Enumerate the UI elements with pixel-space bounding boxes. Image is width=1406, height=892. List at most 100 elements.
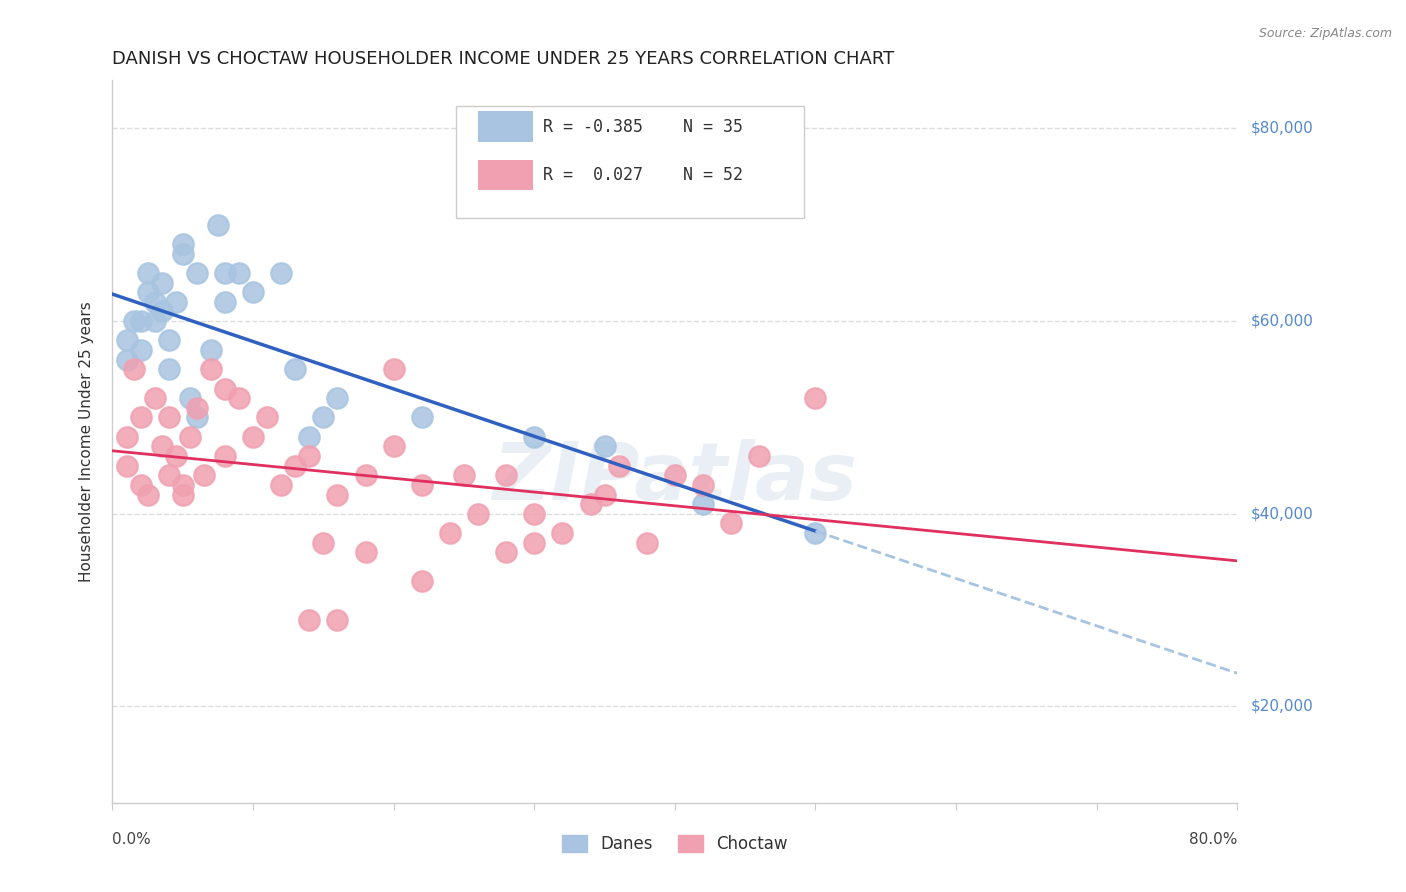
Text: R =  0.027    N = 52: R = 0.027 N = 52 xyxy=(543,166,744,184)
Y-axis label: Householder Income Under 25 years: Householder Income Under 25 years xyxy=(79,301,94,582)
Text: DANISH VS CHOCTAW HOUSEHOLDER INCOME UNDER 25 YEARS CORRELATION CHART: DANISH VS CHOCTAW HOUSEHOLDER INCOME UND… xyxy=(112,50,894,68)
Text: R = -0.385    N = 35: R = -0.385 N = 35 xyxy=(543,118,744,136)
Point xyxy=(523,507,546,521)
Point xyxy=(157,362,180,376)
Point xyxy=(439,526,461,541)
Point xyxy=(607,458,630,473)
Point xyxy=(270,478,292,492)
Point xyxy=(165,294,187,309)
Point xyxy=(804,391,827,405)
Point xyxy=(354,468,377,483)
Point xyxy=(284,458,307,473)
Point xyxy=(200,343,222,357)
Point xyxy=(115,430,138,444)
Point xyxy=(150,439,173,453)
Point xyxy=(523,535,546,549)
Point xyxy=(382,362,405,376)
Point xyxy=(284,362,307,376)
Point xyxy=(122,314,145,328)
Point xyxy=(172,478,194,492)
Point xyxy=(636,535,658,549)
Text: $20,000: $20,000 xyxy=(1251,699,1315,714)
Point xyxy=(122,362,145,376)
Point xyxy=(312,410,335,425)
Text: 80.0%: 80.0% xyxy=(1189,831,1237,847)
Text: Source: ZipAtlas.com: Source: ZipAtlas.com xyxy=(1258,27,1392,40)
Point xyxy=(579,497,602,511)
Text: ZIPatlas: ZIPatlas xyxy=(492,439,858,516)
Point xyxy=(354,545,377,559)
Point xyxy=(115,352,138,367)
Point xyxy=(326,613,349,627)
Point xyxy=(326,487,349,501)
Point xyxy=(453,468,475,483)
Point xyxy=(411,478,433,492)
Point xyxy=(214,266,236,280)
Point xyxy=(382,439,405,453)
Point xyxy=(186,410,208,425)
Point xyxy=(165,449,187,463)
Point xyxy=(172,237,194,252)
Point xyxy=(748,449,770,463)
Point xyxy=(228,391,250,405)
Point xyxy=(143,391,166,405)
Text: $80,000: $80,000 xyxy=(1251,121,1315,136)
Point xyxy=(157,334,180,348)
Point xyxy=(312,535,335,549)
Point xyxy=(242,285,264,300)
Point xyxy=(186,266,208,280)
Point xyxy=(242,430,264,444)
Point xyxy=(115,334,138,348)
Point xyxy=(270,266,292,280)
Point xyxy=(692,478,714,492)
FancyBboxPatch shape xyxy=(478,112,533,142)
Point xyxy=(129,343,152,357)
Point xyxy=(214,294,236,309)
Point xyxy=(692,497,714,511)
Point xyxy=(411,410,433,425)
Point xyxy=(179,391,201,405)
Point xyxy=(136,266,159,280)
Point xyxy=(172,487,194,501)
Point xyxy=(143,294,166,309)
Point xyxy=(411,574,433,589)
Point xyxy=(664,468,686,483)
Point xyxy=(193,468,215,483)
FancyBboxPatch shape xyxy=(456,105,804,218)
Point xyxy=(136,487,159,501)
Point xyxy=(326,391,349,405)
Text: 0.0%: 0.0% xyxy=(112,831,152,847)
Point xyxy=(551,526,574,541)
Point xyxy=(298,613,321,627)
Point xyxy=(467,507,489,521)
Point xyxy=(136,285,159,300)
Point xyxy=(129,410,152,425)
Point xyxy=(256,410,278,425)
Point xyxy=(593,439,616,453)
Point xyxy=(129,478,152,492)
Point xyxy=(143,314,166,328)
Point xyxy=(129,314,152,328)
Point xyxy=(593,487,616,501)
Point xyxy=(720,516,742,531)
Point xyxy=(214,382,236,396)
Text: $60,000: $60,000 xyxy=(1251,314,1315,328)
Legend: Danes, Choctaw: Danes, Choctaw xyxy=(555,828,794,860)
Point xyxy=(298,430,321,444)
Point xyxy=(186,401,208,415)
Point xyxy=(523,430,546,444)
Point xyxy=(214,449,236,463)
Point xyxy=(172,246,194,260)
Point xyxy=(150,276,173,290)
Point xyxy=(200,362,222,376)
FancyBboxPatch shape xyxy=(478,160,533,190)
Point xyxy=(150,304,173,318)
Text: $40,000: $40,000 xyxy=(1251,507,1315,521)
Point xyxy=(115,458,138,473)
Point xyxy=(495,545,517,559)
Point xyxy=(157,410,180,425)
Point xyxy=(298,449,321,463)
Point xyxy=(495,468,517,483)
Point xyxy=(179,430,201,444)
Point xyxy=(804,526,827,541)
